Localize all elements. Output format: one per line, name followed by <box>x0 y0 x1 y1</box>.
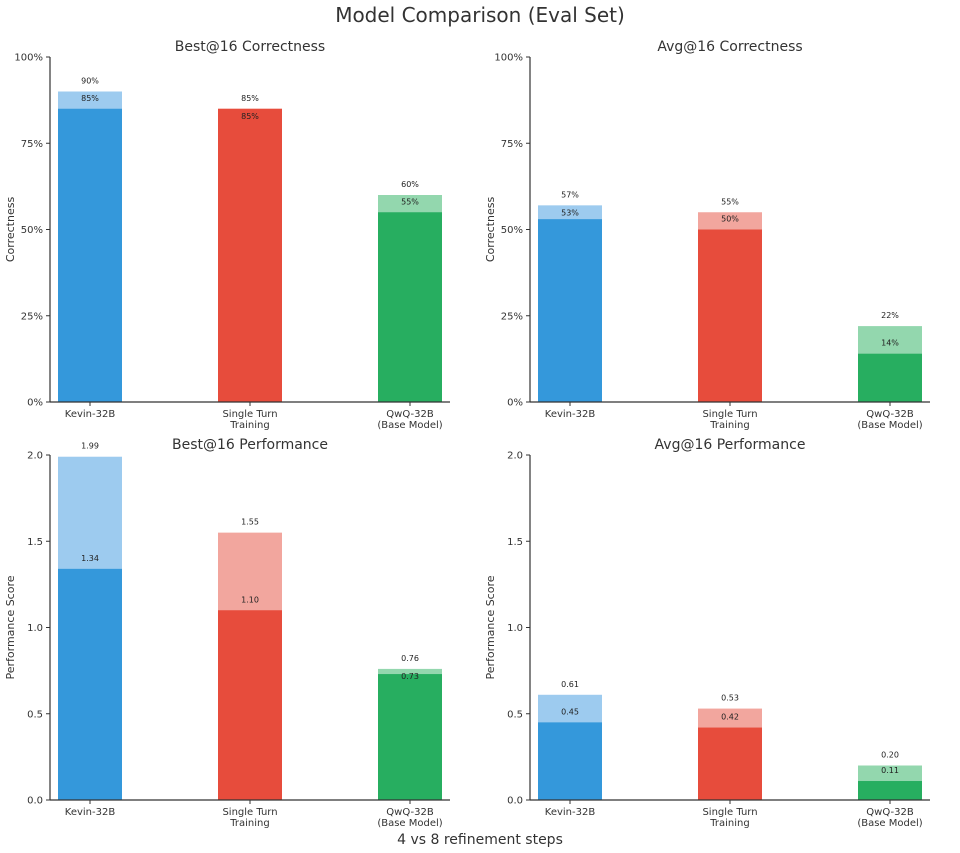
data-label-4-steps: 53% <box>561 208 579 217</box>
x-tick-label: Kevin-32B <box>545 807 596 818</box>
y-tick-label: 1.0 <box>27 623 43 634</box>
y-tick-label: 50% <box>21 225 43 236</box>
data-label-8-steps: 55% <box>721 197 739 206</box>
x-tick-label: Single Turn Training <box>702 409 757 431</box>
x-tick-label: Single Turn Training <box>702 807 757 829</box>
data-label-4-steps: 1.10 <box>241 595 259 604</box>
panel-title: Avg@16 Performance <box>655 437 806 453</box>
x-tick-label: Kevin-32B <box>545 409 596 420</box>
y-tick-label: 0.0 <box>27 796 43 807</box>
x-tick-label: QwQ-32B (Base Model) <box>377 807 442 829</box>
y-axis-label: Correctness <box>484 197 497 263</box>
bar-4-steps <box>378 674 442 800</box>
y-tick-label: 75% <box>501 139 523 150</box>
chart-panel-3: Best@16 Performance Performance Score 0.0 0… <box>4 437 450 829</box>
y-tick-label: 1.5 <box>507 537 523 548</box>
x-tick-label: Single Turn Training <box>222 807 277 829</box>
chart-panel-4: Avg@16 Performance Performance Score 0.0 0.… <box>484 437 930 829</box>
figure-footer: 4 vs 8 refinement steps <box>397 832 563 848</box>
chart-panels: Best@16 Correctness Correctness 0% 25% 50% 75… <box>4 39 930 829</box>
data-label-8-steps: 1.99 <box>81 442 99 451</box>
y-tick-label: 0.5 <box>507 709 523 720</box>
data-label-8-steps: 0.53 <box>721 694 739 703</box>
bar-4-steps <box>698 727 762 800</box>
bar-4-steps <box>378 212 442 402</box>
panel-title: Best@16 Performance <box>172 437 328 453</box>
data-label-4-steps: 0.42 <box>721 713 739 722</box>
y-tick-label: 1.5 <box>27 537 43 548</box>
chart-panel-2: Avg@16 Correctness Correctness 0% 25% 50% 75%… <box>484 39 930 431</box>
figure-title: Model Comparison (Eval Set) <box>335 3 625 27</box>
y-tick-label: 25% <box>501 311 523 322</box>
data-label-8-steps: 0.76 <box>401 654 419 663</box>
data-label-4-steps: 85% <box>81 94 99 103</box>
y-tick-label: 0.5 <box>27 709 43 720</box>
y-axis-label: Correctness <box>4 197 17 263</box>
bar-4-steps <box>58 568 122 800</box>
x-tick-label: QwQ-32B (Base Model) <box>857 409 922 431</box>
data-label-8-steps: 57% <box>561 190 579 199</box>
chart-panel-1: Best@16 Correctness Correctness 0% 25% 50% 75… <box>4 39 450 431</box>
y-axis-label: Performance Score <box>484 575 497 679</box>
bar-4-steps <box>218 108 282 402</box>
data-label-4-steps: 0.73 <box>401 672 419 681</box>
y-tick-label: 100% <box>494 53 523 64</box>
x-tick-label: Kevin-32B <box>65 807 116 818</box>
y-tick-label: 75% <box>21 139 43 150</box>
data-label-8-steps: 60% <box>401 180 419 189</box>
y-tick-label: 50% <box>501 225 523 236</box>
bar-4-steps <box>858 781 922 800</box>
data-label-4-steps: 1.34 <box>81 554 99 563</box>
data-label-8-steps: 85% <box>241 94 259 103</box>
y-axis-label: Performance Score <box>4 575 17 679</box>
y-tick-label: 2.0 <box>27 451 43 462</box>
bar-4-steps <box>58 108 122 402</box>
data-label-4-steps: 50% <box>721 215 739 224</box>
data-label-8-steps: 0.20 <box>881 751 899 760</box>
data-label-4-steps: 85% <box>241 112 259 121</box>
y-tick-label: 2.0 <box>507 451 523 462</box>
y-tick-label: 0.0 <box>507 796 523 807</box>
data-label-8-steps: 90% <box>81 77 99 86</box>
data-label-4-steps: 0.45 <box>561 707 579 716</box>
data-label-4-steps: 14% <box>881 339 899 348</box>
data-label-8-steps: 22% <box>881 311 899 320</box>
y-tick-label: 25% <box>21 311 43 322</box>
x-tick-label: QwQ-32B (Base Model) <box>857 807 922 829</box>
bar-4-steps <box>218 610 282 800</box>
panel-title: Best@16 Correctness <box>175 39 325 55</box>
x-tick-label: QwQ-32B (Base Model) <box>377 409 442 431</box>
x-tick-label: Kevin-32B <box>65 409 116 420</box>
bar-4-steps <box>538 219 602 402</box>
bar-4-steps <box>698 229 762 402</box>
data-label-4-steps: 0.11 <box>881 766 899 775</box>
y-tick-label: 1.0 <box>507 623 523 634</box>
panel-title: Avg@16 Correctness <box>657 39 802 55</box>
data-label-4-steps: 55% <box>401 197 419 206</box>
y-tick-label: 0% <box>27 398 43 409</box>
data-label-8-steps: 1.55 <box>241 518 259 527</box>
x-tick-label: Single Turn Training <box>222 409 277 431</box>
y-tick-label: 100% <box>14 53 43 64</box>
bar-4-steps <box>538 722 602 800</box>
y-tick-label: 0% <box>507 398 523 409</box>
bar-4-steps <box>858 353 922 402</box>
data-label-8-steps: 0.61 <box>561 680 579 689</box>
